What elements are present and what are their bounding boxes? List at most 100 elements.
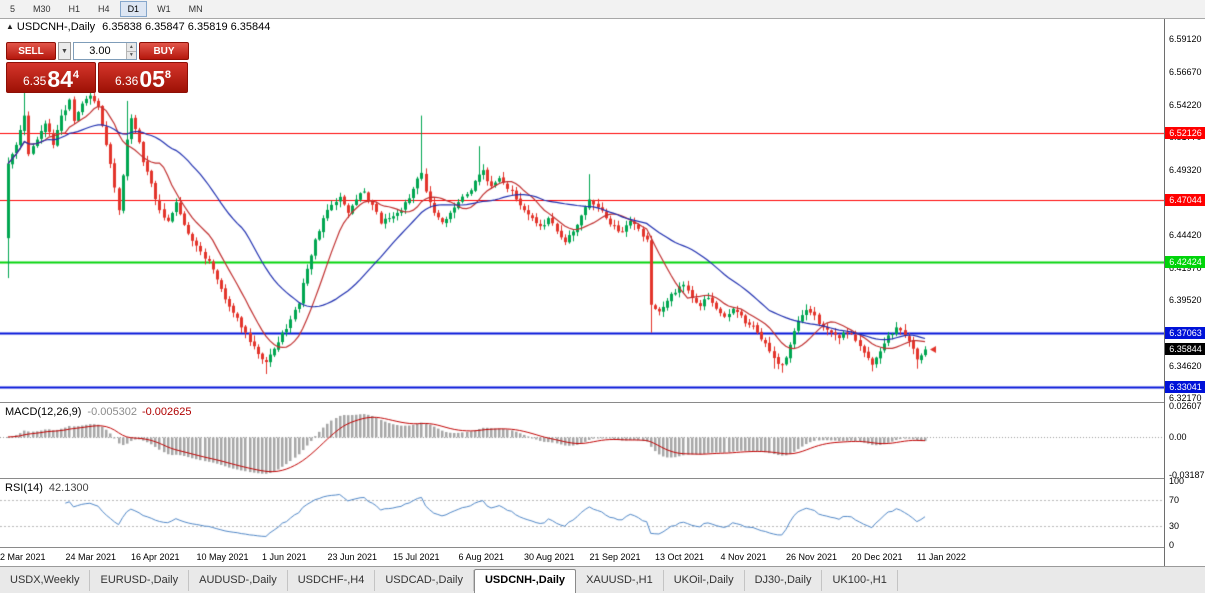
chart-tab-uk100-h1[interactable]: UK100-,H1 bbox=[822, 570, 898, 591]
macd-canvas[interactable] bbox=[0, 403, 1164, 478]
time-axis-label: 2 Mar 2021 bbox=[0, 552, 46, 562]
volume-decrease-button[interactable]: ▼ bbox=[126, 51, 136, 59]
sell-price-display[interactable]: 6.35 84 4 bbox=[6, 62, 96, 93]
price-axis[interactable]: 6.591206.566706.542206.517706.493206.468… bbox=[1164, 19, 1205, 566]
buy-price-prefix: 6.36 bbox=[114, 74, 139, 88]
rsi-axis-tick: 30 bbox=[1169, 520, 1180, 531]
sell-price-big: 84 bbox=[47, 66, 73, 92]
level-price-label: 6.37063 bbox=[1165, 327, 1205, 340]
time-axis-label: 6 Aug 2021 bbox=[458, 552, 505, 562]
rsi-panel bbox=[0, 479, 1164, 547]
timeframe-button-w1[interactable]: W1 bbox=[157, 4, 171, 14]
time-axis-label: 16 Apr 2021 bbox=[131, 552, 180, 562]
chart-tab-xauusd-h1[interactable]: XAUUSD-,H1 bbox=[576, 570, 664, 591]
ohlc-values: 6.35838 6.35847 6.35819 6.35844 bbox=[102, 21, 271, 33]
timeframe-button-5[interactable]: 5 bbox=[10, 4, 16, 14]
sell-price-pipette: 4 bbox=[72, 69, 80, 81]
panel-divider[interactable] bbox=[0, 478, 1205, 479]
buy-price-display[interactable]: 6.36 05 8 bbox=[98, 62, 188, 93]
sell-button[interactable]: SELL bbox=[6, 42, 56, 60]
chart-tab-usdcad-daily[interactable]: USDCAD-,Daily bbox=[375, 570, 474, 591]
buy-button[interactable]: BUY bbox=[139, 42, 189, 60]
level-price-label: 6.33041 bbox=[1165, 380, 1205, 393]
chart-tabs-bar: USDX,Weekly EURUSD-,Daily AUDUSD-,Daily USD… bbox=[0, 566, 1205, 593]
macd-name: MACD(12,26,9) bbox=[5, 406, 82, 418]
time-axis-label: 26 Nov 2021 bbox=[786, 552, 838, 562]
time-axis-label: 1 Jun 2021 bbox=[262, 552, 307, 562]
price-axis-tick: 6.59120 bbox=[1169, 34, 1202, 45]
time-axis-label: 30 Aug 2021 bbox=[524, 552, 575, 562]
chart-tab-usdchf-h4[interactable]: USDCHF-,H4 bbox=[288, 570, 376, 591]
symbol-title: USDCNH-,Daily bbox=[16, 21, 96, 33]
time-axis[interactable]: 2 Mar 2021 24 Mar 2021 16 Apr 2021 10 May 2… bbox=[0, 548, 1164, 566]
price-chart-panel bbox=[0, 19, 1164, 402]
timeframe-button-h1[interactable]: H1 bbox=[68, 4, 81, 14]
symbol-ohlc-line: ▲ USDCNH-,Daily 6.35838 6.35847 6.35819 6.… bbox=[6, 21, 270, 33]
macd-axis-tick: -0.03187 bbox=[1169, 469, 1205, 480]
chart-tab-usdx-weekly[interactable]: USDX,Weekly bbox=[0, 570, 91, 591]
timeframe-button-h4[interactable]: H4 bbox=[98, 4, 110, 14]
price-axis-tick: 6.39520 bbox=[1169, 295, 1202, 306]
time-axis-label: 24 Mar 2021 bbox=[65, 552, 117, 562]
chart-tab-usdcnh-daily[interactable]: USDCNH-,Daily bbox=[473, 569, 577, 593]
price-axis-tick: 6.49320 bbox=[1169, 164, 1202, 175]
level-price-label: 6.52126 bbox=[1165, 126, 1205, 139]
volume-stepper: ▲ ▼ bbox=[125, 43, 136, 59]
sell-price-prefix: 6.35 bbox=[22, 74, 47, 88]
volume-field: ▲ ▼ bbox=[73, 42, 137, 60]
price-axis-tick: 6.41970 bbox=[1169, 262, 1202, 273]
one-click-collapse-icon[interactable]: ▲ bbox=[6, 22, 14, 31]
buy-price-big: 05 bbox=[139, 66, 165, 92]
time-axis-label: 4 Nov 2021 bbox=[720, 552, 767, 562]
time-axis-label: 15 Jul 2021 bbox=[393, 552, 440, 562]
price-axis-tick: 6.34620 bbox=[1169, 360, 1202, 371]
price-axis-tick: 6.32170 bbox=[1169, 393, 1202, 404]
panel-divider bbox=[0, 547, 1205, 548]
price-axis-tick: 6.54220 bbox=[1169, 99, 1202, 110]
timeframe-toolbar: 5 M30 H1 H4 D1 W1 MN bbox=[0, 0, 1205, 19]
price-axis-tick: 6.56670 bbox=[1169, 67, 1202, 78]
rsi-axis-tick: 0 bbox=[1169, 540, 1175, 550]
level-price-label: 6.47044 bbox=[1165, 194, 1205, 207]
time-axis-label: 13 Oct 2021 bbox=[655, 552, 705, 562]
chart-tab-audusd-daily[interactable]: AUDUSD-,Daily bbox=[189, 570, 288, 591]
time-axis-label: 11 Jan 2022 bbox=[917, 552, 966, 562]
volume-input[interactable] bbox=[74, 43, 126, 59]
rsi-axis-tick: 100 bbox=[1169, 476, 1185, 486]
time-axis-label: 21 Sep 2021 bbox=[589, 552, 641, 562]
macd-axis-tick: 0.00 bbox=[1169, 431, 1187, 442]
macd-panel bbox=[0, 403, 1164, 478]
chevron-up-icon: ▲ bbox=[128, 43, 134, 50]
macd-main-value: -0.005302 bbox=[87, 406, 137, 418]
macd-indicator-label: MACD(12,26,9) -0.005302 -0.002625 bbox=[5, 406, 192, 418]
rsi-name: RSI(14) bbox=[5, 482, 43, 494]
chart-tab-eurusd-daily[interactable]: EURUSD-,Daily bbox=[90, 570, 190, 591]
price-axis-tick: 6.44420 bbox=[1169, 230, 1202, 241]
time-axis-label: 20 Dec 2021 bbox=[851, 552, 903, 562]
timeframe-button-mn[interactable]: MN bbox=[188, 4, 203, 14]
rsi-axis-tick: 70 bbox=[1169, 495, 1180, 506]
rsi-indicator-label: RSI(14) 42.1300 bbox=[5, 482, 89, 494]
volume-increase-button[interactable]: ▲ bbox=[126, 43, 136, 52]
one-click-prices-row: 6.35 84 4 6.36 05 8 bbox=[6, 62, 190, 93]
chart-tab-dj30-daily[interactable]: DJ30-,Daily bbox=[745, 570, 823, 591]
chevron-down-icon: ▼ bbox=[128, 52, 134, 59]
rsi-value: 42.1300 bbox=[48, 482, 89, 494]
timeframe-button-m30[interactable]: M30 bbox=[33, 4, 51, 14]
macd-signal-value: -0.002625 bbox=[141, 406, 192, 418]
level-price-label: 6.42424 bbox=[1165, 255, 1205, 268]
chart-tab-ukoil-daily[interactable]: UKOil-,Daily bbox=[664, 570, 745, 591]
macd-axis-tick: 0.02607 bbox=[1169, 400, 1202, 411]
price-chart-canvas[interactable] bbox=[0, 19, 1164, 402]
panel-divider[interactable] bbox=[0, 402, 1205, 403]
current-price-label: 6.35844 bbox=[1165, 343, 1205, 356]
volume-dropdown-button[interactable]: ▼ bbox=[58, 42, 71, 60]
chevron-down-icon: ▼ bbox=[61, 47, 68, 55]
buy-price-pipette: 8 bbox=[164, 69, 172, 81]
one-click-controls-row: SELL ▼ ▲ ▼ BUY bbox=[6, 42, 190, 60]
timeframe-button-d1[interactable]: D1 bbox=[119, 1, 148, 17]
rsi-canvas[interactable] bbox=[0, 479, 1164, 547]
time-axis-label: 10 May 2021 bbox=[196, 552, 249, 562]
